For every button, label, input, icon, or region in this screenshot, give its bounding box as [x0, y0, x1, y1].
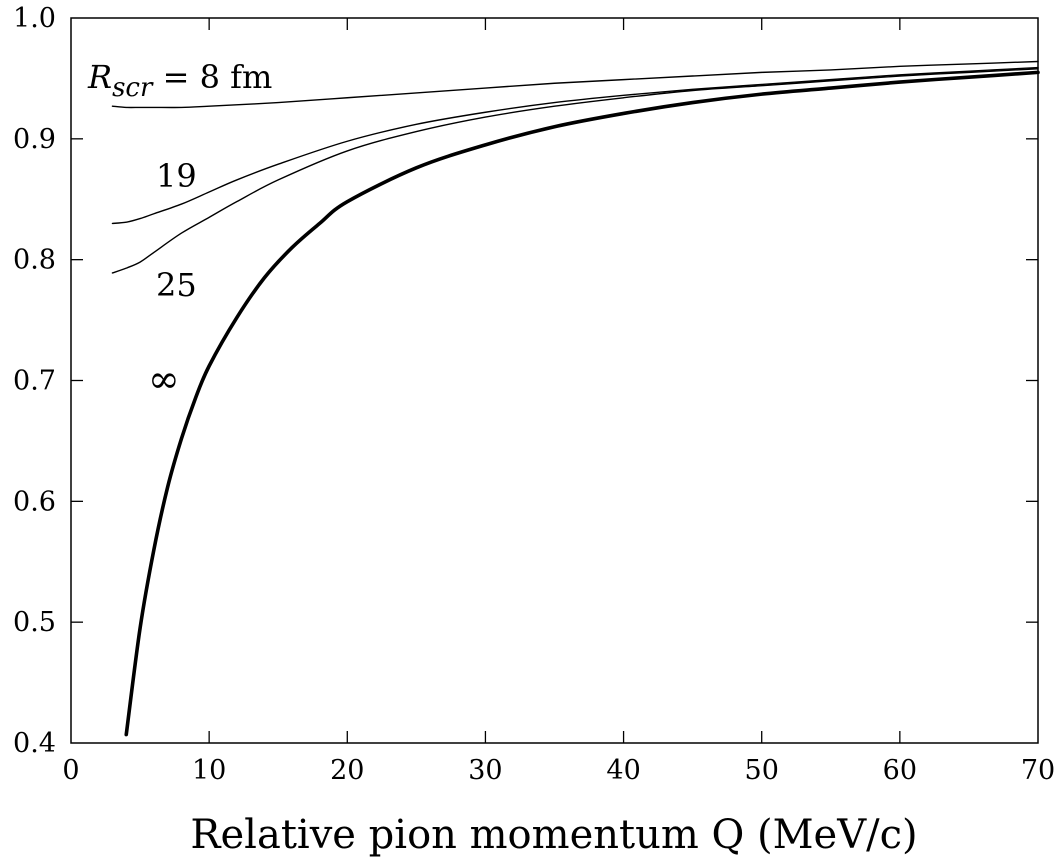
- x-tick-label: 50: [745, 755, 779, 786]
- x-tick-label: 30: [468, 755, 502, 786]
- y-tick-label: 0.7: [13, 366, 56, 397]
- annotation-r8: Rscr = 8 fm: [87, 58, 272, 103]
- x-tick-label: 20: [330, 755, 364, 786]
- annotation-r8-symbol: R: [87, 58, 112, 96]
- series-line-r8: [111, 60, 1039, 109]
- annotation-r19: 19: [156, 157, 197, 195]
- axis-ticks: [71, 18, 1038, 743]
- series-layer: [111, 60, 1040, 737]
- x-tick-label: 0: [62, 755, 79, 786]
- y-tick-label: 0.8: [13, 245, 56, 276]
- y-tick-label: 1.0: [13, 3, 56, 34]
- y-tick-label: 0.5: [13, 607, 56, 638]
- annotation-r8-rest: = 8 fm: [152, 58, 272, 96]
- axis-tick-labels: 0 10 20 30 40 50 60 70 0.4 0.5 0.6 0.7 0.8 0.9 1.0: [13, 3, 1055, 786]
- x-tick-label: 10: [192, 755, 226, 786]
- annotation-rinf: ∞: [148, 357, 180, 401]
- x-tick-label: 60: [883, 755, 917, 786]
- x-tick-label: 70: [1021, 755, 1055, 786]
- annotation-r25: 25: [156, 266, 197, 304]
- annotation-r8-subscript: scr: [112, 73, 154, 103]
- y-tick-label: 0.9: [13, 124, 56, 155]
- x-axis-label: Relative pion momentum Q (MeV/c): [190, 812, 917, 858]
- x-tick-label: 40: [606, 755, 640, 786]
- y-tick-label: 0.4: [13, 728, 56, 759]
- series-line-rinf: [124, 70, 1040, 737]
- annotations: Rscr = 8 fm 19 25 ∞: [87, 58, 272, 401]
- y-tick-label: 0.6: [13, 486, 56, 517]
- series-line-r19: [111, 66, 1039, 225]
- series-line-r25: [111, 68, 1039, 274]
